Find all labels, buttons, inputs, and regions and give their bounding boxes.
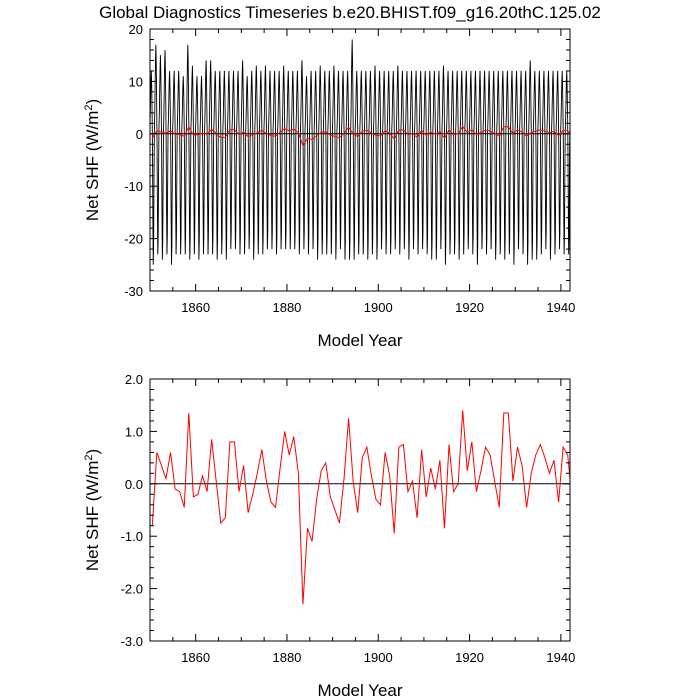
x-axis-label: Model Year: [317, 331, 402, 350]
y-axis-label-main: Net SHF (W/m: [83, 461, 102, 572]
annual-mean-line: [151, 125, 570, 148]
y-axis-label-superscript: 2: [83, 105, 95, 111]
y-tick-label: -20: [124, 232, 143, 247]
x-tick-label: 1920: [455, 300, 484, 315]
annual-mean-line: [151, 410, 570, 605]
y-tick-label: 10: [129, 74, 143, 89]
x-tick-label: 1940: [546, 650, 575, 665]
plot-area: [150, 410, 570, 605]
monthly-series-line: [150, 39, 570, 265]
y-axis-label-end: ): [83, 449, 102, 455]
x-tick-label: 1940: [546, 300, 575, 315]
x-tick-label: 1860: [181, 300, 210, 315]
y-tick-label: -1.0: [121, 529, 143, 544]
plot-frame: [149, 28, 571, 292]
x-tick-label: 1880: [272, 300, 301, 315]
y-axis-label: Net SHF (W/m2): [83, 449, 102, 571]
plot-frame: [149, 378, 571, 642]
y-axis-label: Net SHF (W/m2): [83, 99, 102, 221]
chart-title: Global Diagnostics Timeseries b.e20.BHIS…: [99, 3, 601, 22]
x-tick-label: 1860: [181, 650, 210, 665]
y-axis-label-main: Net SHF (W/m: [83, 111, 102, 222]
y-axis-label-end: ): [83, 99, 102, 105]
y-tick-label: 1.0: [125, 424, 143, 439]
top-timeseries-chart: 1860 1880 1900 1920 1940 20 10 0 -10 -20 -30 Model …: [83, 22, 575, 350]
y-axis-label-superscript: 2: [83, 455, 95, 461]
x-axis-label: Model Year: [317, 681, 402, 700]
y-tick-label: -10: [124, 179, 143, 194]
x-tick-label: 1920: [455, 650, 484, 665]
bottom-annual-chart: 1860 1880 1900 1920 1940 2.0 1.0 0.0 -1.0 -2.0 -3.…: [83, 372, 575, 700]
x-tick-label: 1880: [272, 650, 301, 665]
y-tick-label: -30: [124, 284, 143, 299]
plot-area: [150, 39, 570, 265]
x-tick-label: 1900: [364, 300, 393, 315]
y-tick-label: 0.0: [125, 477, 143, 492]
y-tick-label: -3.0: [121, 634, 143, 649]
y-tick-label: 2.0: [125, 372, 143, 387]
y-tick-label: -2.0: [121, 582, 143, 597]
y-tick-label: 20: [129, 22, 143, 37]
y-tick-label: 0: [136, 127, 143, 142]
x-tick-label: 1900: [364, 650, 393, 665]
